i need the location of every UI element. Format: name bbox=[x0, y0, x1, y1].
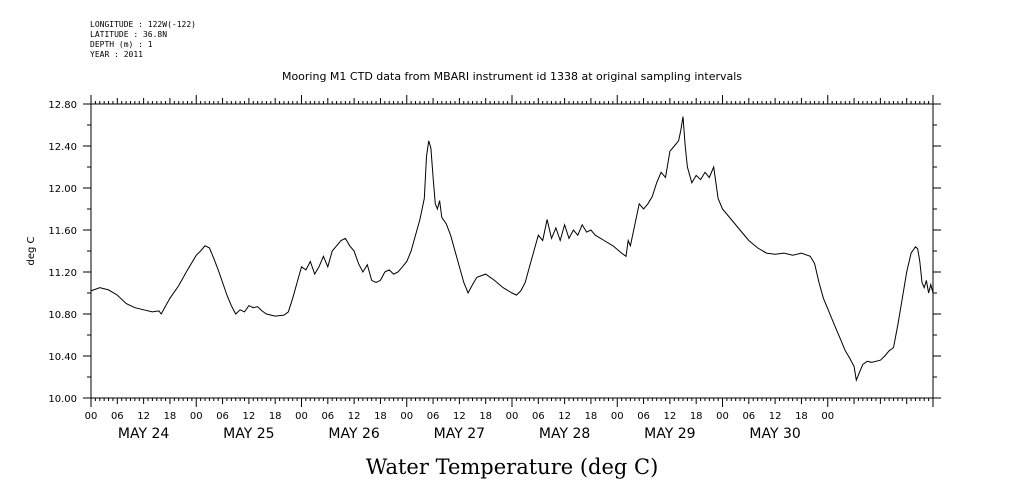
y-tick-label: 10.80 bbox=[48, 310, 77, 321]
y-axis-label: deg C bbox=[26, 236, 37, 265]
x-tick-label: 06 bbox=[637, 411, 650, 422]
x-tick-label: 12 bbox=[348, 411, 361, 422]
x-tick-label: 12 bbox=[558, 411, 571, 422]
day-label: MAY 24 bbox=[118, 426, 169, 442]
day-label: MAY 26 bbox=[328, 426, 379, 442]
x-tick-label: 06 bbox=[532, 411, 545, 422]
x-tick-label: 00 bbox=[716, 411, 729, 422]
x-axis-label: Water Temperature (deg C) bbox=[366, 455, 659, 479]
x-tick-label: 12 bbox=[769, 411, 782, 422]
x-tick-label: 18 bbox=[795, 411, 808, 422]
x-tick-label: 00 bbox=[506, 411, 519, 422]
day-label: MAY 30 bbox=[749, 426, 800, 442]
x-tick-labels: 00 06 12 18 00 06 12 18 00 06 12 18 00 06 12 18 00 06 12 18… bbox=[85, 411, 834, 422]
x-tick-label: 18 bbox=[374, 411, 387, 422]
x-tick-label: 06 bbox=[321, 411, 334, 422]
x-tick-label: 06 bbox=[742, 411, 755, 422]
y-tick-label: 12.00 bbox=[48, 184, 77, 195]
day-label: MAY 29 bbox=[644, 426, 695, 442]
chart-title: Mooring M1 CTD data from MBARI instrumen… bbox=[282, 70, 742, 83]
meta-longitude: LONGITUDE : 122W(-122) bbox=[90, 20, 196, 29]
x-tick-label: 00 bbox=[611, 411, 624, 422]
meta-year: YEAR : 2011 bbox=[90, 50, 143, 59]
day-label: MAY 27 bbox=[434, 426, 485, 442]
x-tick-label: 00 bbox=[85, 411, 98, 422]
plot-frame bbox=[90, 103, 934, 399]
y-tick-label: 12.80 bbox=[48, 100, 77, 111]
day-label: MAY 25 bbox=[223, 426, 274, 442]
x-tick-label: 00 bbox=[295, 411, 308, 422]
y-tick-label: 10.00 bbox=[48, 394, 77, 405]
x-tick-label: 00 bbox=[400, 411, 413, 422]
axis-ticks bbox=[83, 95, 941, 407]
x-tick-label: 06 bbox=[111, 411, 124, 422]
x-tick-label: 12 bbox=[137, 411, 150, 422]
meta-latitude: LATITUDE : 36.8N bbox=[90, 30, 168, 39]
y-tick-label: 10.40 bbox=[48, 352, 77, 363]
x-tick-label: 18 bbox=[690, 411, 703, 422]
x-tick-label: 18 bbox=[269, 411, 282, 422]
day-labels: MAY 24 MAY 25 MAY 26 MAY 27 MAY 28 MAY 29 MAY … bbox=[118, 426, 801, 442]
x-tick-label: 12 bbox=[664, 411, 677, 422]
metadata-block: LONGITUDE : 122W(-122) LATITUDE : 36.8N … bbox=[90, 20, 196, 60]
x-tick-label: 18 bbox=[164, 411, 177, 422]
y-tick-label: 11.60 bbox=[48, 226, 77, 237]
x-tick-label: 18 bbox=[479, 411, 492, 422]
x-tick-label: 06 bbox=[216, 411, 229, 422]
x-tick-label: 12 bbox=[453, 411, 466, 422]
x-tick-label: 00 bbox=[821, 411, 834, 422]
x-tick-label: 00 bbox=[190, 411, 203, 422]
x-tick-label: 12 bbox=[243, 411, 256, 422]
meta-depth: DEPTH (m) : 1 bbox=[90, 40, 153, 49]
y-tick-label: 12.40 bbox=[48, 142, 77, 153]
day-label: MAY 28 bbox=[539, 426, 590, 442]
x-tick-label: 06 bbox=[427, 411, 440, 422]
y-tick-label: 11.20 bbox=[48, 268, 77, 279]
x-tick-label: 18 bbox=[585, 411, 598, 422]
temperature-line bbox=[90, 116, 934, 383]
y-tick-labels: 10.00 10.40 10.80 11.20 11.60 12.00 12.40 12.80 bbox=[48, 100, 77, 405]
